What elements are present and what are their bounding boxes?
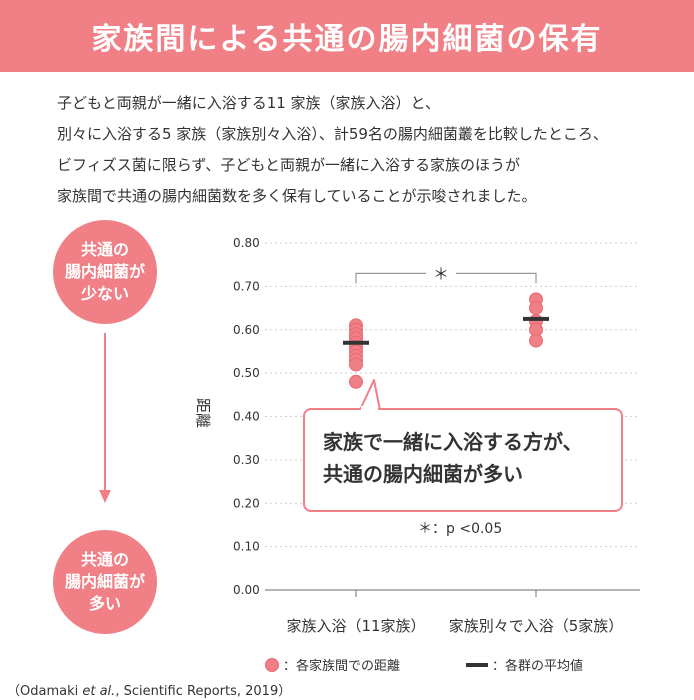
side-arrow-head (99, 490, 111, 503)
data-point (349, 357, 363, 372)
y-tick-label: 0.60 (233, 323, 260, 337)
significance-label: ＊ (433, 264, 449, 283)
data-point (529, 333, 543, 348)
y-tick-label: 0.10 (233, 540, 260, 554)
intro-line: 子どもと両親が一緒に入浴する11 家族（家族入浴）と、 (57, 94, 440, 112)
more-common-bacteria-circle: 共通の 腸内細菌が 多い (53, 530, 157, 634)
x-tick-label: 家族別々で入浴（5家族） (449, 617, 624, 635)
mean-marker (523, 316, 549, 321)
citation-after: , Scientific Reports, 2019） (115, 684, 292, 699)
fewer-common-bacteria-label: 共通の 腸内細菌が 少ない (64, 240, 145, 303)
page-title: 家族間による共通の腸内細菌の保有 (91, 22, 603, 57)
legend-dot: ：各家族間での距離 (265, 655, 400, 674)
intro-line: 別々に入浴する5 家族（家族別々入浴）、計59名の腸内細菌叢を比較したところ、 (57, 125, 608, 143)
y-tick-label: 0.20 (233, 496, 260, 510)
y-tick-label: 0.00 (233, 583, 260, 597)
legend-mean-label: ：各群の平均値 (492, 659, 584, 674)
mean-marker (343, 340, 369, 345)
legend-mean: ：各群の平均値 (466, 655, 583, 674)
more-common-bacteria-label: 共通の 腸内細菌が 多い (64, 550, 145, 613)
intro-text: 子どもと両親が一緒に入浴する11 家族（家族入浴）と、 別々に入浴する5 家族（… (57, 88, 677, 212)
data-point (349, 374, 363, 389)
intro-line: ビフィズス菌に限らず、子どもと両親が一緒に入浴する家族のほうが (57, 156, 521, 174)
title-banner: 家族間による共通の腸内細菌の保有 (0, 0, 694, 72)
citation: （Odamaki et al., Scientific Reports, 201… (7, 680, 291, 699)
legend-dot-label: ：各家族間での距離 (283, 659, 401, 674)
y-tick-label: 0.40 (233, 410, 260, 424)
y-axis-label: 距離 (194, 398, 212, 428)
fewer-common-bacteria-circle: 共通の 腸内細菌が 少ない (53, 220, 157, 324)
legend-mean-marker (466, 662, 488, 667)
significance-label-bg (426, 264, 456, 283)
citation-italic: et al. (82, 684, 116, 699)
x-tick-label: 家族入浴（11家族） (286, 617, 425, 635)
callout-box: 家族で一緒に入浴する方が、 共通の腸内細菌が多い (303, 408, 623, 512)
citation-before: （Odamaki (7, 684, 83, 699)
intro-line: 家族間で共通の腸内細菌数を多く保有していることが示唆されました。 (57, 187, 537, 205)
callout-line-1: 家族で一緒に入浴する方が、 (323, 430, 583, 454)
y-tick-label: 0.70 (233, 279, 260, 293)
callout-line-2: 共通の腸内細菌が多い (323, 462, 523, 486)
y-tick-label: 0.50 (233, 366, 260, 380)
y-tick-label: 0.30 (233, 453, 260, 467)
y-tick-label: 0.80 (233, 236, 260, 250)
legend-dot-marker (265, 657, 279, 672)
significance-note: ＊：p <0.05 (418, 521, 503, 537)
